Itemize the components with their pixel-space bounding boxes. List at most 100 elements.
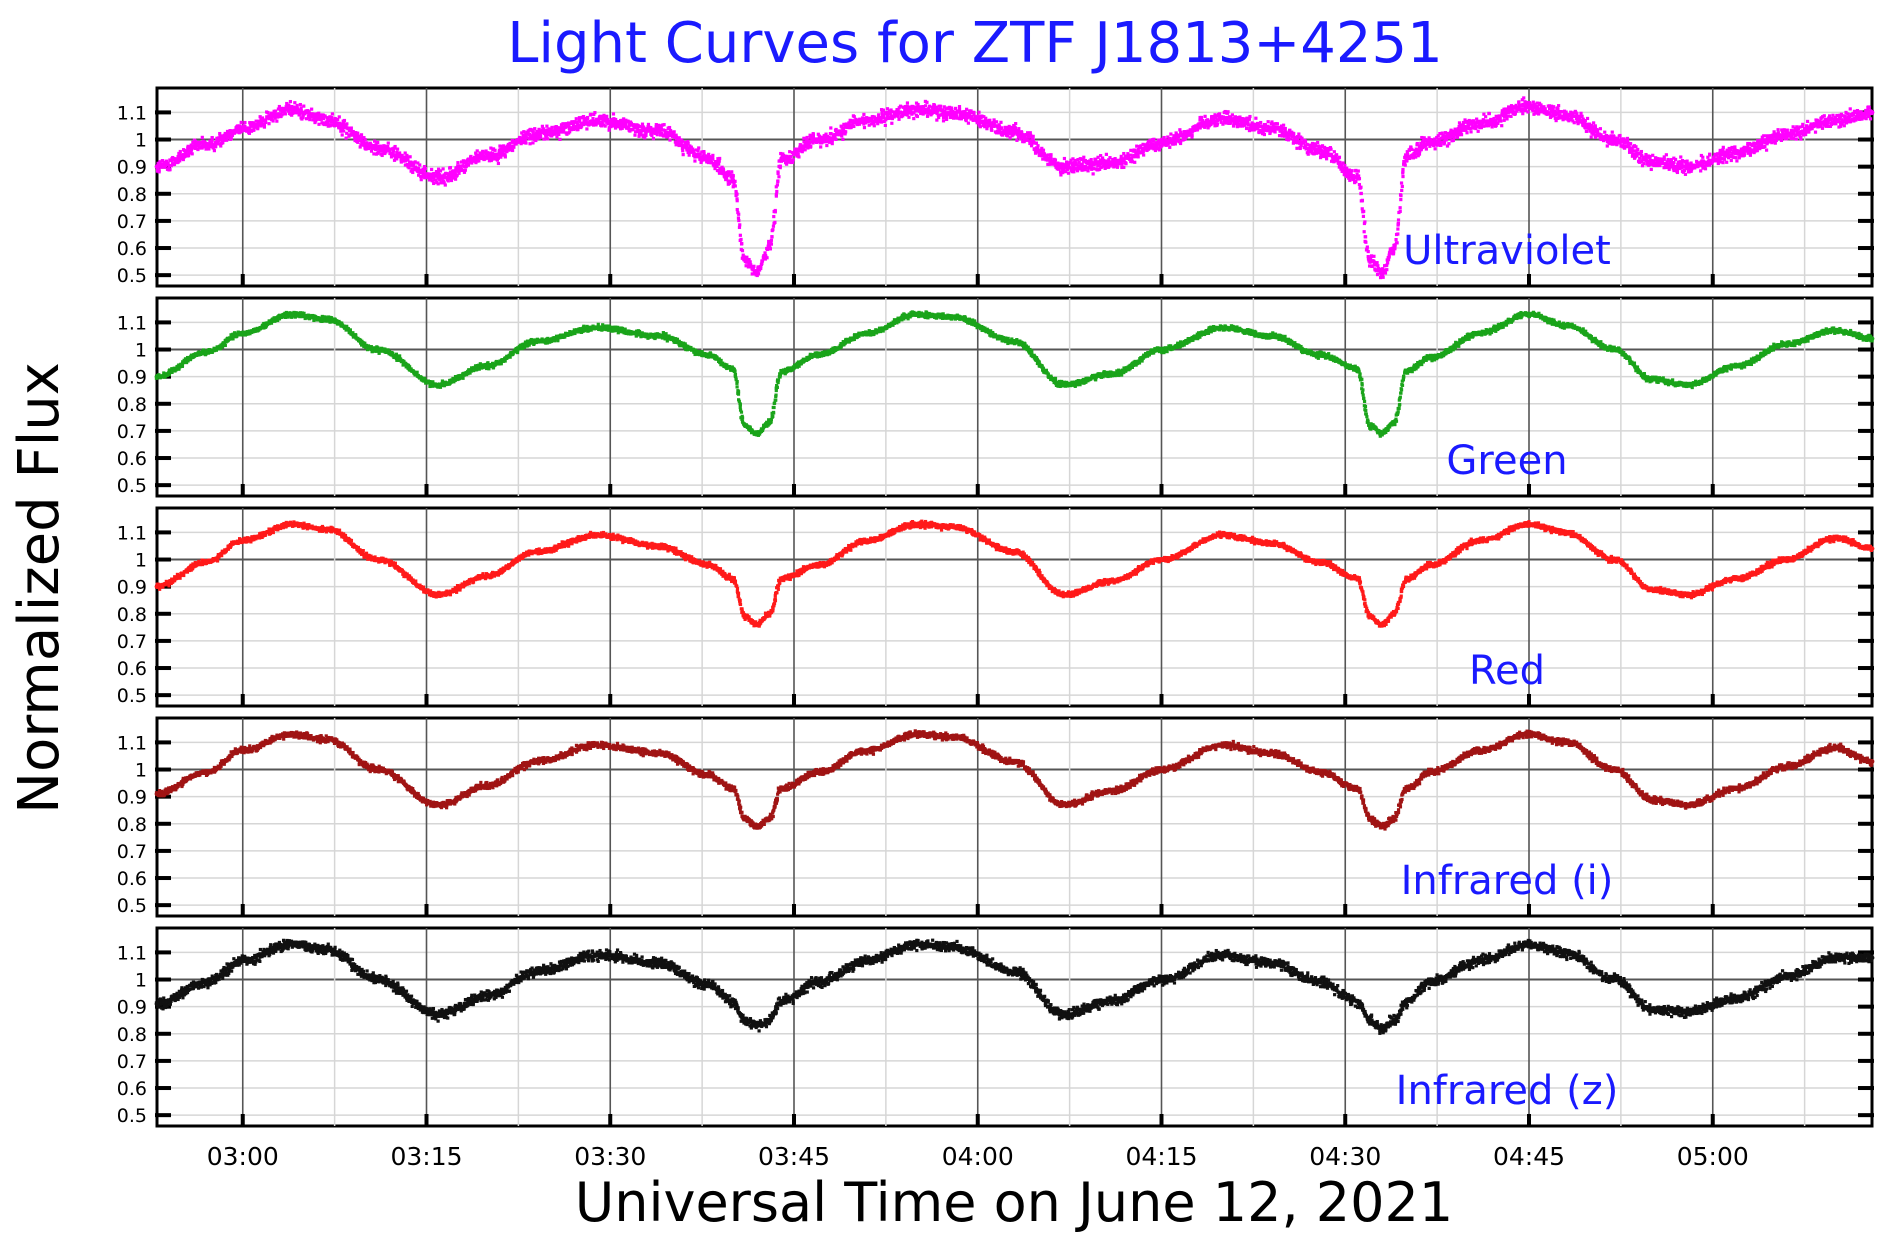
data-point bbox=[533, 127, 537, 131]
data-point bbox=[850, 119, 855, 123]
data-point bbox=[330, 118, 334, 122]
data-point bbox=[1074, 161, 1078, 165]
data-point bbox=[867, 123, 871, 127]
data-point bbox=[767, 239, 771, 244]
data-point bbox=[1524, 102, 1528, 106]
data-point bbox=[882, 119, 886, 124]
data-point bbox=[1392, 250, 1396, 254]
data-point bbox=[1296, 135, 1300, 139]
data-point bbox=[1675, 169, 1679, 173]
data-point bbox=[1076, 158, 1080, 162]
data-point bbox=[393, 144, 397, 149]
data-point bbox=[718, 167, 722, 171]
data-point bbox=[540, 124, 545, 128]
data-point bbox=[774, 185, 778, 189]
data-point bbox=[356, 131, 360, 135]
data-point bbox=[749, 263, 753, 267]
data-point bbox=[1203, 125, 1207, 129]
data-point bbox=[219, 137, 224, 141]
data-point bbox=[1265, 129, 1269, 133]
data-point bbox=[1225, 116, 1230, 120]
data-point bbox=[1034, 141, 1039, 145]
data-point bbox=[605, 117, 609, 122]
data-point bbox=[1041, 157, 1045, 161]
data-point bbox=[342, 129, 346, 133]
data-point bbox=[1490, 125, 1494, 129]
data-point bbox=[363, 137, 367, 142]
data-point bbox=[843, 125, 847, 129]
data-point bbox=[508, 141, 512, 146]
data-point bbox=[409, 160, 413, 164]
data-point bbox=[565, 132, 569, 136]
data-point bbox=[907, 115, 911, 119]
data-point bbox=[910, 112, 914, 116]
data-point bbox=[262, 125, 267, 129]
data-point bbox=[643, 136, 647, 140]
data-point bbox=[1178, 141, 1183, 146]
data-point bbox=[717, 169, 721, 174]
data-point bbox=[1335, 153, 1339, 157]
data-point bbox=[1399, 197, 1403, 202]
data-point bbox=[1229, 115, 1233, 120]
data-point bbox=[1020, 134, 1024, 139]
data-point bbox=[1683, 159, 1687, 164]
data-point bbox=[1526, 110, 1530, 114]
data-point bbox=[978, 125, 983, 129]
data-point bbox=[929, 109, 933, 113]
data-point bbox=[807, 139, 811, 143]
data-point bbox=[1396, 218, 1401, 222]
data-point bbox=[1656, 162, 1660, 167]
data-point bbox=[1297, 132, 1301, 136]
data-point bbox=[745, 255, 749, 259]
data-point bbox=[1681, 170, 1686, 174]
data-point bbox=[285, 101, 289, 106]
data-point bbox=[1400, 184, 1404, 189]
data-point bbox=[286, 106, 290, 110]
data-point bbox=[1323, 151, 1327, 155]
data-point bbox=[680, 146, 685, 151]
data-point bbox=[1300, 137, 1304, 141]
data-point bbox=[829, 126, 833, 130]
data-point bbox=[1464, 128, 1468, 132]
data-point bbox=[453, 171, 457, 175]
data-point bbox=[1286, 138, 1290, 142]
data-point bbox=[1608, 141, 1612, 146]
data-point bbox=[796, 152, 800, 156]
data-point bbox=[1579, 111, 1583, 115]
data-point bbox=[439, 181, 443, 185]
data-point bbox=[443, 183, 447, 187]
data-point bbox=[159, 165, 163, 169]
data-point bbox=[276, 115, 280, 119]
data-point bbox=[1092, 167, 1096, 171]
data-point bbox=[954, 106, 958, 111]
y-tick-label: 0.5 bbox=[117, 265, 147, 287]
data-point bbox=[1136, 155, 1140, 159]
data-point bbox=[1628, 146, 1632, 151]
data-point bbox=[1573, 114, 1577, 119]
data-point bbox=[1762, 134, 1766, 138]
data-point bbox=[803, 144, 808, 149]
data-point bbox=[496, 156, 500, 160]
data-point bbox=[1087, 159, 1092, 163]
data-point bbox=[1583, 119, 1587, 123]
data-point bbox=[1112, 165, 1116, 169]
data-point bbox=[1039, 154, 1044, 158]
data-point bbox=[776, 180, 780, 184]
data-point bbox=[1509, 114, 1513, 119]
data-point bbox=[1535, 106, 1540, 110]
data-point bbox=[408, 155, 412, 159]
data-point bbox=[607, 128, 611, 132]
data-point bbox=[1049, 154, 1053, 158]
data-point bbox=[1072, 170, 1076, 174]
data-point bbox=[693, 155, 697, 159]
data-point bbox=[1232, 121, 1236, 125]
data-point bbox=[1199, 124, 1203, 128]
data-point bbox=[1396, 227, 1400, 231]
data-point bbox=[266, 111, 270, 115]
data-point bbox=[923, 111, 927, 115]
data-point bbox=[1364, 240, 1368, 244]
data-point bbox=[1122, 158, 1126, 162]
data-point bbox=[957, 105, 962, 109]
data-point bbox=[1119, 154, 1123, 158]
data-point bbox=[364, 147, 368, 151]
